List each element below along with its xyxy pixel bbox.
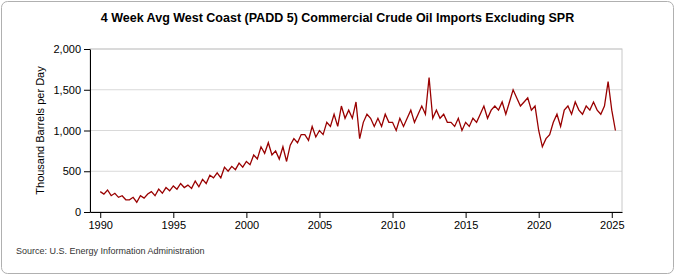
chart-title: 4 Week Avg West Coast (PADD 5) Commercia…	[101, 11, 575, 25]
x-tick-label: 2015	[454, 219, 478, 231]
y-tick-mark	[84, 171, 90, 172]
x-tick-label: 2020	[527, 219, 551, 231]
y-tick-mark	[84, 90, 90, 91]
y-tick-mark	[84, 49, 90, 50]
x-axis-line	[91, 212, 623, 213]
x-tick: 1990	[88, 212, 112, 231]
x-tick-label: 2010	[381, 219, 405, 231]
y-tick-mark	[84, 212, 90, 213]
y-tick: 1,500	[53, 84, 90, 96]
y-axis-line	[90, 50, 91, 213]
x-tick-mark	[466, 212, 467, 218]
y-tick-label: 1,000	[53, 125, 81, 137]
x-tick: 2025	[600, 212, 624, 231]
y-tick-mark	[84, 131, 90, 132]
x-tick-label: 2000	[235, 219, 259, 231]
x-tick-mark	[173, 212, 174, 218]
x-tick-label: 2025	[600, 219, 624, 231]
x-tick-mark	[100, 212, 101, 218]
data-line	[100, 78, 615, 203]
y-tick-label: 1,500	[53, 84, 81, 96]
x-axis: 1990 1995 2000 2005 2010 2015 2020 2025	[88, 212, 624, 231]
y-tick-label: 500	[63, 165, 81, 177]
y-tick: 0	[75, 206, 90, 218]
x-tick: 2020	[527, 212, 551, 231]
grid-line	[90, 171, 622, 172]
data-group	[100, 78, 615, 203]
x-tick-mark	[393, 212, 394, 218]
x-tick-label: 1995	[162, 219, 186, 231]
x-tick-mark	[612, 212, 613, 218]
grid-line	[90, 130, 622, 131]
x-tick-label: 2005	[308, 219, 332, 231]
x-tick: 2000	[235, 212, 259, 231]
y-axis-title: Thousand Barrels per Day	[34, 66, 46, 195]
x-tick: 1995	[162, 212, 186, 231]
grid	[90, 49, 622, 212]
x-tick-mark	[319, 212, 320, 218]
y-tick: 2,000	[53, 43, 90, 55]
y-axis: 0 500 1,000 1,500 2,000	[53, 43, 90, 218]
y-tick-label: 0	[75, 206, 81, 218]
x-tick-mark	[539, 212, 540, 218]
source-note: Source: U.S. Energy Information Administ…	[16, 246, 205, 256]
chart-border	[2, 2, 674, 274]
plot-frame	[90, 49, 622, 212]
y-tick: 1,000	[53, 125, 90, 137]
grid-line	[90, 89, 622, 90]
x-tick: 2005	[308, 212, 332, 231]
x-tick: 2010	[381, 212, 405, 231]
chart-svg: 1990 1995 2000 2005 2010 2015 2020 2025 0 500 1,00…	[0, 0, 675, 275]
y-tick-label: 2,000	[53, 43, 81, 55]
x-tick-mark	[246, 212, 247, 218]
y-tick: 500	[63, 165, 90, 177]
x-tick: 2015	[454, 212, 478, 231]
x-tick-label: 1990	[88, 219, 112, 231]
chart-container: 1990 1995 2000 2005 2010 2015 2020 2025 0 500 1,00…	[0, 0, 675, 275]
